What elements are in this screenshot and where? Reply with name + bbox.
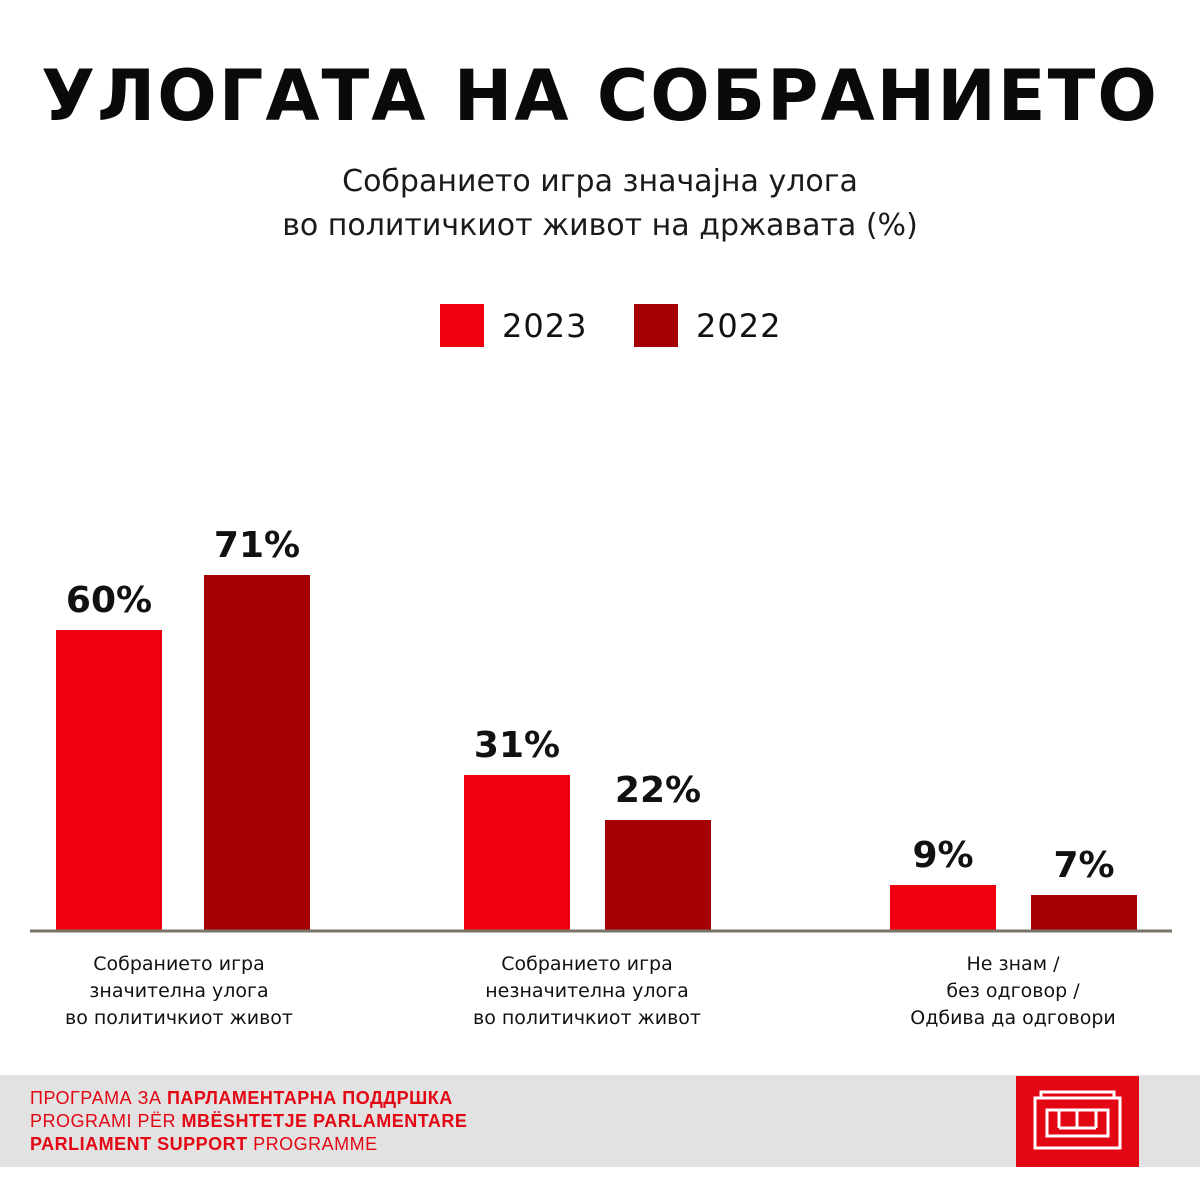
legend-label-2023: 2023 xyxy=(502,306,588,345)
bar-2023-cat-2 xyxy=(890,885,996,930)
programme-name-en-plain: PROGRAMME xyxy=(247,1134,378,1154)
category-label-0-line-0: Собранието игра xyxy=(93,953,265,975)
bar-value-label-2023-cat-1: 31% xyxy=(474,725,560,766)
bar-value-label-2022-cat-2: 7% xyxy=(1053,845,1114,886)
bar-value-label-2022-cat-0: 71% xyxy=(214,525,300,566)
category-label-1-line-0: Собранието игра xyxy=(501,953,673,975)
parliament-building-icon xyxy=(1016,1076,1139,1167)
category-label-0-line-1: значителна улога xyxy=(89,980,268,1002)
category-label-1-line-1: незначителна улога xyxy=(485,980,689,1002)
bar-2023-cat-0 xyxy=(56,630,162,930)
programme-name-sq-bold: MBËSHTETJE PARLAMENTARE xyxy=(181,1111,468,1131)
chart-subtitle: Собранието игра значајна улога во полити… xyxy=(0,160,1200,248)
bar-2022-cat-2 xyxy=(1031,895,1137,930)
subtitle-line-1: Собранието игра значајна улога xyxy=(342,164,858,199)
programme-name-sq-plain: PROGRAMI PËR xyxy=(30,1111,182,1131)
programme-name-mk-bold: ПАРЛАМЕНТАРНА ПОДДРШКА xyxy=(166,1088,453,1108)
programme-name-sq: PROGRAMI PËR MBËSHTETJE PARLAMENTARE xyxy=(30,1110,467,1133)
programme-name-en-bold: PARLIAMENT SUPPORT xyxy=(30,1134,248,1154)
bar-value-label-2023-cat-2: 9% xyxy=(912,835,973,876)
bar-2022-cat-0 xyxy=(204,575,310,930)
legend-swatch-2023 xyxy=(440,304,484,347)
category-label-0-line-2: во политичкиот живот xyxy=(65,1007,293,1029)
category-label-2-line-2: Одбива да одговори xyxy=(910,1007,1115,1029)
legend-swatch-2022 xyxy=(634,304,678,347)
category-label-1-line-2: во политичкиот живот xyxy=(473,1007,701,1029)
programme-names: ПРОГРАМА ЗА ПАРЛАМЕНТАРНА ПОДДРШКА PROGR… xyxy=(30,1087,467,1156)
bar-value-label-2022-cat-1: 22% xyxy=(615,770,701,811)
bar-2023-cat-1 xyxy=(464,775,570,930)
chart-legend: 2023 2022 xyxy=(0,304,1200,348)
programme-name-en: PARLIAMENT SUPPORT PROGRAMME xyxy=(30,1133,467,1156)
subtitle-line-2: во политичкиот живот на државата (%) xyxy=(282,208,918,243)
bar-value-label-2023-cat-0: 60% xyxy=(66,580,152,621)
legend-item-2022: 2022 xyxy=(634,304,781,347)
bar-chart: 60% 71% Собранието игра значителна улога во … xyxy=(30,525,1172,1029)
programme-name-mk-plain: ПРОГРАМА ЗА xyxy=(30,1088,167,1108)
legend-item-2023: 2023 xyxy=(440,304,587,347)
category-label-2-line-1: без одговор / xyxy=(946,980,1080,1002)
bar-2022-cat-1 xyxy=(605,820,711,930)
programme-name-mk: ПРОГРАМА ЗА ПАРЛАМЕНТАРНА ПОДДРШКА xyxy=(30,1087,467,1110)
footer-band: ПРОГРАМА ЗА ПАРЛАМЕНТАРНА ПОДДРШКА PROGR… xyxy=(0,1075,1200,1167)
category-label-2-line-0: Не знам / xyxy=(967,953,1061,975)
page-title: УЛОГАТА НА СОБРАНИЕТО xyxy=(41,55,1159,137)
legend-label-2022: 2022 xyxy=(696,306,782,345)
